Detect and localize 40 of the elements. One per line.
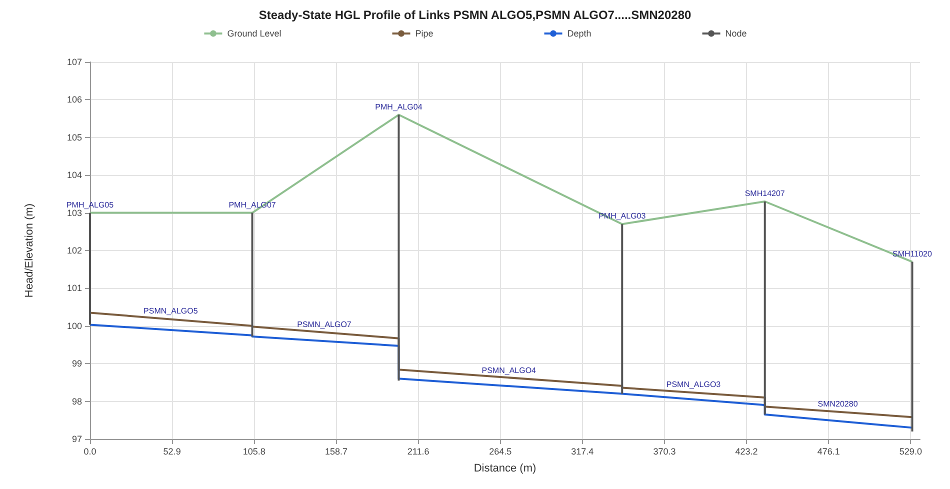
annotation: PMH_ALG07 (228, 200, 276, 210)
y-tick-label: 101 (66, 283, 82, 294)
y-tick-label: 103 (66, 208, 82, 218)
annotation: SMH11020 (892, 249, 933, 258)
annotation: PSMN_ALGO7 (297, 320, 352, 329)
chart-title: Steady-State HGL Profile of Links PSMN ALGO5,PSMN ALGO7.....SMN20280 (258, 8, 692, 22)
legend-label: Node (725, 28, 747, 38)
y-tick-label: 102 (66, 246, 82, 256)
annotation: PSMN_ALGO5 (144, 306, 198, 316)
x-tick-label: 52.9 (163, 446, 181, 456)
x-tick-label: 476.1 (817, 446, 840, 456)
x-tick-label: 158.7 (324, 446, 348, 456)
legend-label: Ground Level (227, 28, 282, 38)
annotation: PSMN_ALGO4 (482, 366, 537, 376)
legend-label: Pipe (415, 28, 434, 38)
x-axis-title: Distance (m) (474, 462, 536, 474)
y-tick-label: 98 (72, 396, 82, 406)
y-axis-title: Head/Elevation (m) (24, 203, 36, 298)
annotation: PMH_ALG04 (375, 102, 423, 112)
y-tick-label: 104 (66, 170, 82, 180)
annotation: PSMN_ALGO3 (666, 380, 722, 390)
annotation: SMH14207 (744, 188, 786, 198)
y-tick-label: 105 (66, 132, 82, 142)
x-tick-label: 370.3 (653, 446, 676, 456)
x-tick-label: 423.2 (735, 446, 758, 456)
x-tick-label: 105.8 (242, 446, 266, 456)
y-tick-label: 97 (72, 434, 82, 444)
x-tick-label: 317.4 (571, 446, 594, 456)
x-tick-label: 0.0 (84, 446, 96, 456)
legend-label: Depth (567, 28, 592, 38)
y-tick-label: 107 (66, 57, 82, 67)
y-tick-label: 100 (66, 320, 82, 331)
x-tick-label: 211.6 (407, 446, 430, 456)
y-tick-label: 106 (66, 94, 82, 105)
annotation: PMH_ALG05 (66, 200, 114, 210)
annotation: SMN20280 (818, 399, 858, 408)
y-tick-label: 99 (72, 358, 82, 369)
annotation: PMH_ALG03 (598, 212, 646, 221)
x-tick-label: 529.0 (899, 446, 922, 456)
x-tick-label: 264.5 (489, 446, 512, 456)
